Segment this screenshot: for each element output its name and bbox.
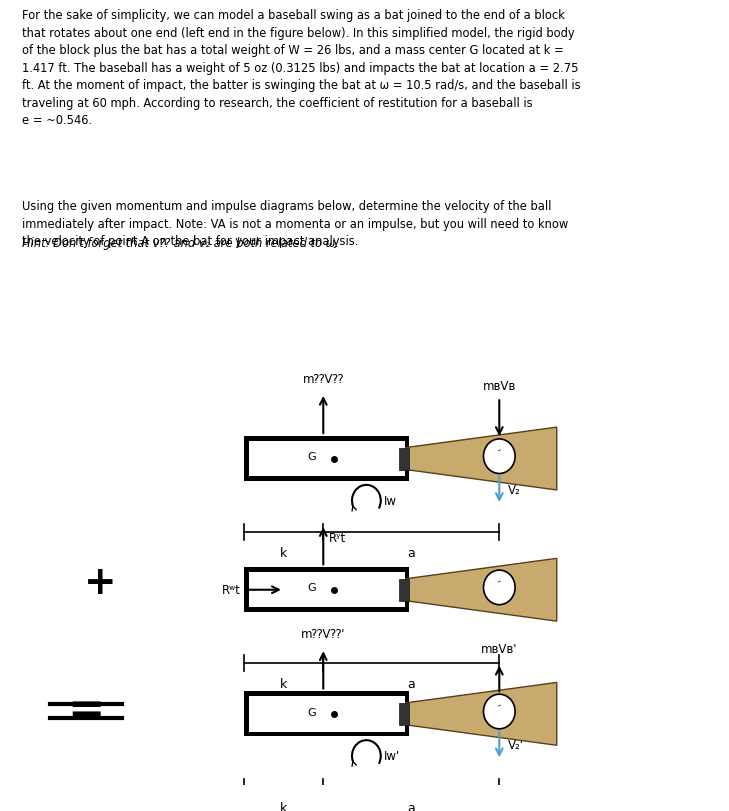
Text: +: + [85, 563, 117, 601]
Text: Rʷt: Rʷt [222, 584, 241, 597]
Polygon shape [406, 559, 557, 621]
Text: =: = [68, 689, 105, 732]
Text: V₂: V₂ [508, 483, 521, 496]
Text: a: a [408, 677, 415, 690]
Text: Rʸt: Rʸt [329, 531, 346, 544]
Text: a: a [408, 547, 415, 560]
Bar [399, 703, 410, 725]
Text: G: G [308, 706, 316, 717]
Text: m⁇V⁇': m⁇V⁇' [301, 628, 346, 641]
Text: V₂': V₂' [508, 738, 524, 751]
Text: G: G [308, 452, 316, 461]
Circle shape [483, 440, 515, 474]
Bar [399, 579, 410, 601]
Text: mʙVʙ': mʙVʙ' [481, 642, 518, 655]
Text: G: G [308, 582, 316, 593]
Text: k: k [280, 801, 287, 811]
Bar [244, 436, 410, 482]
Text: k: k [280, 547, 287, 560]
Text: Iw: Iw [384, 495, 397, 508]
Text: Iw': Iw' [384, 749, 401, 762]
Text: mʙVʙ: mʙVʙ [483, 380, 516, 393]
Bar [249, 441, 405, 477]
Text: m⁇V⁇: m⁇V⁇ [303, 372, 344, 385]
Bar [399, 448, 410, 470]
Polygon shape [406, 683, 557, 745]
Text: Using the given momentum and impulse diagrams below, determine the velocity of t: Using the given momentum and impulse dia… [22, 200, 568, 248]
Polygon shape [406, 427, 557, 491]
Bar [244, 568, 410, 612]
Text: Hint: Don't forget that v⁇ and v₂ are both related to ω.: Hint: Don't forget that v⁇ and v₂ are bo… [22, 237, 338, 250]
Bar [249, 697, 405, 732]
Bar [244, 692, 410, 736]
Circle shape [483, 570, 515, 605]
Text: k: k [280, 677, 287, 690]
Text: a: a [408, 801, 415, 811]
Bar [249, 573, 405, 607]
Text: For the sake of simplicity, we can model a baseball swing as a bat joined to the: For the sake of simplicity, we can model… [22, 10, 580, 127]
Circle shape [483, 694, 515, 729]
